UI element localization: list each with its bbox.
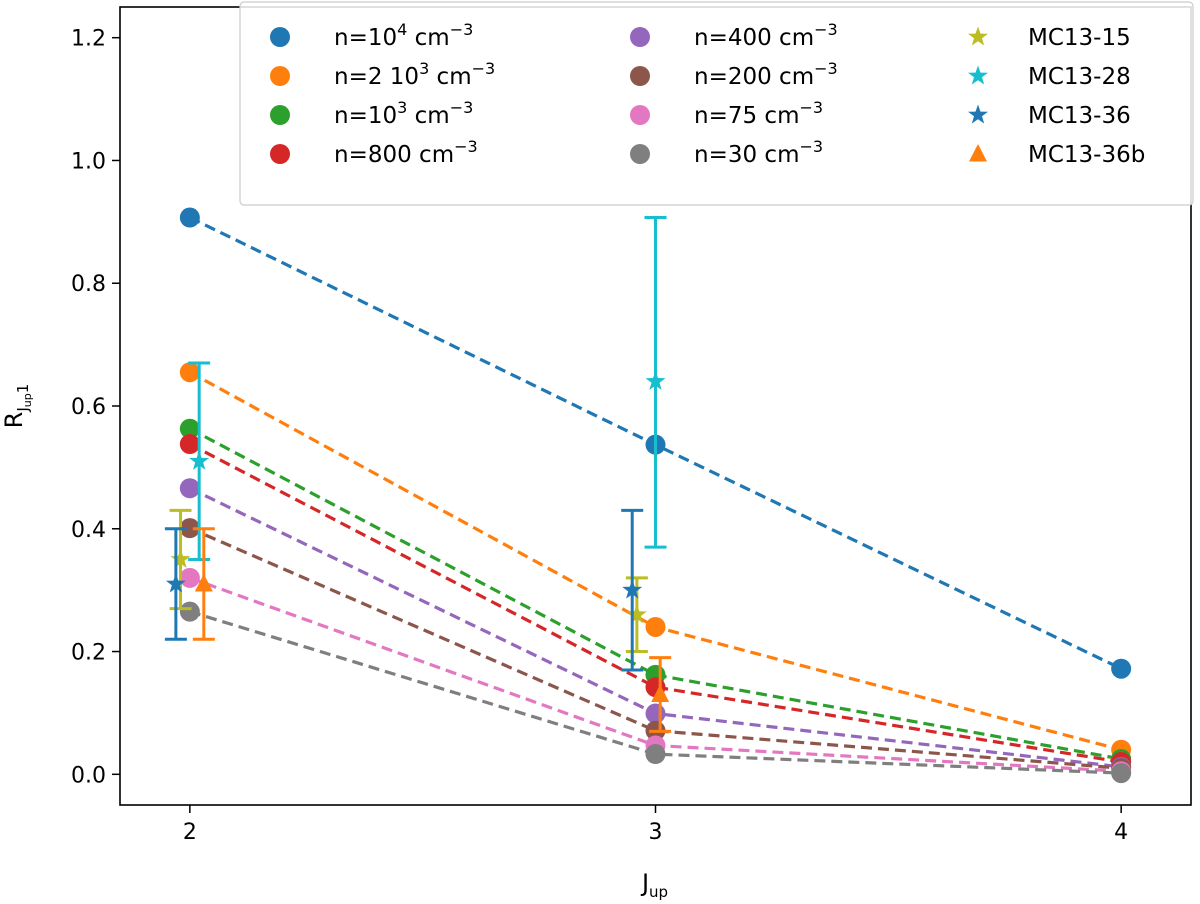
data-point-0-0 <box>179 207 200 228</box>
legend-label-obs-2: MC13-36 <box>1028 103 1131 129</box>
data-point-3-0 <box>179 434 200 455</box>
legend: n=104 cm−3 n=2 103 cm−3 n=103 cm−3 n=800 cm… <box>239 1 1194 206</box>
observed-point-2-1 <box>622 579 643 599</box>
data-point-0-2 <box>1111 658 1132 679</box>
data-point-5-0 <box>179 518 200 539</box>
svg-text:RJup1: RJup1 <box>0 384 34 429</box>
y-tick-label: 0.0 <box>71 763 106 788</box>
legend-label-7: n=30 cm−3 <box>694 137 823 168</box>
data-point-1-1 <box>645 616 666 637</box>
plot-area <box>119 6 1192 806</box>
y-axis: 0.0 0.2 0.4 0.6 0.8 1.0 1.2 <box>71 27 120 788</box>
legend-marker-obs-1 <box>968 65 988 85</box>
x-axis-label: Jup <box>640 869 668 901</box>
legend-label-1: n=2 103 cm−3 <box>334 59 495 90</box>
data-point-7-1 <box>645 744 666 765</box>
data-point-2-0 <box>179 418 200 439</box>
legend-box <box>239 1 1194 206</box>
series-line-7 <box>189 610 1122 775</box>
legend-marker-obs-0 <box>968 26 988 46</box>
legend-marker-6 <box>630 105 650 125</box>
data-point-7-0 <box>179 601 200 622</box>
legend-marker-2 <box>270 105 290 125</box>
observed-point-1-0 <box>189 450 210 470</box>
legend-label-4: n=400 cm−3 <box>694 20 838 51</box>
legend-label-5: n=200 cm−3 <box>694 59 838 90</box>
y-tick-label: 0.6 <box>71 395 106 420</box>
data-point-6-0 <box>179 567 200 588</box>
x-axis: 2 3 4 <box>183 805 1128 845</box>
observed-points <box>164 216 672 733</box>
observed-point-3-0 <box>194 574 213 592</box>
series-line-5 <box>189 526 1122 770</box>
legend-marker-3 <box>270 144 290 164</box>
observed-point-3-1 <box>651 684 670 703</box>
y-axis-label: RJup1 <box>0 384 34 429</box>
observed-point-1-1 <box>645 370 666 390</box>
legend-label-obs-1: MC13-28 <box>1028 64 1131 90</box>
x-tick-label: 2 <box>183 820 197 845</box>
observed-point-0-0 <box>170 548 191 568</box>
x-tick-label: 3 <box>649 820 663 845</box>
legend-label-2: n=103 cm−3 <box>334 98 473 129</box>
data-point-7-2 <box>1111 763 1132 784</box>
y-tick-label: 1.0 <box>71 149 106 174</box>
legend-marker-0 <box>270 27 290 47</box>
data-point-4-1 <box>645 703 666 724</box>
legend-marker-4 <box>630 27 650 47</box>
y-tick-label: 0.4 <box>71 518 106 543</box>
series-line-2 <box>189 427 1122 761</box>
legend-marker-obs-2 <box>968 104 988 124</box>
legend-marker-obs-3 <box>969 144 987 162</box>
legend-marker-7 <box>630 144 650 164</box>
legend-marker-5 <box>630 66 650 86</box>
legend-label-obs-3: MC13-36b <box>1028 142 1145 168</box>
legend-label-0: n=104 cm−3 <box>334 20 473 51</box>
observed-point-2-0 <box>165 573 186 593</box>
legend-marker-1 <box>270 66 290 86</box>
legend-label-3: n=800 cm−3 <box>334 137 478 168</box>
y-tick-label: 0.8 <box>71 272 106 297</box>
data-point-4-0 <box>179 478 200 499</box>
y-tick-label: 1.2 <box>71 27 106 52</box>
x-tick-label: 4 <box>1114 820 1128 845</box>
y-tick-label: 0.2 <box>71 641 106 666</box>
series-line-3 <box>189 442 1122 764</box>
legend-label-6: n=75 cm−3 <box>694 98 823 129</box>
legend-label-obs-0: MC13-15 <box>1028 25 1131 51</box>
data-point-1-0 <box>179 362 200 383</box>
observed-point-0-1 <box>626 604 647 624</box>
